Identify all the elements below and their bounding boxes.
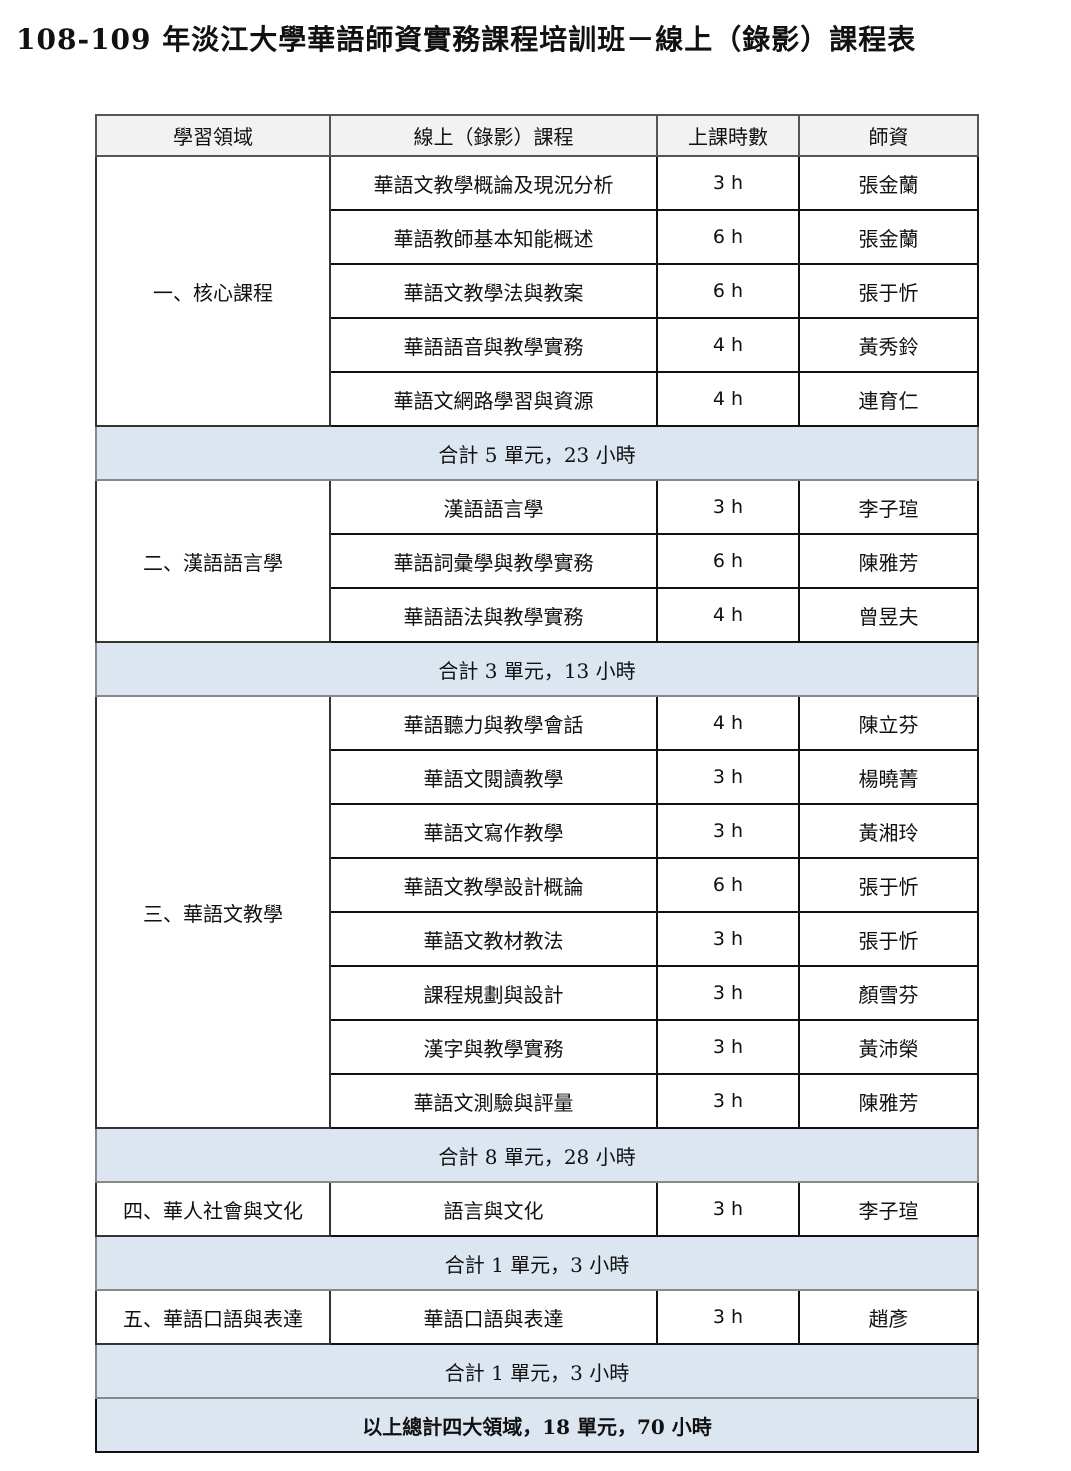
course-cell: 華語語法與教學實務	[329, 587, 658, 643]
teacher-cell: 李子瑄	[798, 1181, 979, 1237]
hours-cell: 4 h	[656, 371, 800, 427]
table-row: 華語詞彙學與教學實務 6 h 陳雅芳	[96, 533, 979, 589]
table-row: 華語語音與教學實務 4 h 黃秀鈴	[96, 317, 979, 373]
teacher-cell: 趙彥	[798, 1289, 979, 1345]
table-row: 華語文閱讀教學 3 h 楊曉菁	[96, 749, 979, 805]
course-cell: 華語聽力與教學會話	[329, 695, 658, 751]
hours-cell: 6 h	[656, 209, 800, 265]
header-teacher: 師資	[798, 114, 979, 157]
teacher-cell: 連育仁	[798, 371, 979, 427]
course-cell: 漢語語言學	[329, 479, 658, 535]
hours-cell: 3 h	[656, 1073, 800, 1129]
domain-cell: 五、華語口語與表達	[95, 1289, 331, 1345]
teacher-cell: 陳立芬	[798, 695, 979, 751]
domain-cell: 三、華語文教學	[95, 695, 331, 1129]
header-course: 線上（錄影）課程	[329, 114, 658, 157]
table-row: 華語文教學設計概論 6 h 張于忻	[96, 857, 979, 913]
table-row: 華語文教材教法 3 h 張于忻	[96, 911, 979, 967]
hours-cell: 6 h	[656, 263, 800, 319]
hours-cell: 4 h	[656, 317, 800, 373]
teacher-cell: 張于忻	[798, 263, 979, 319]
hours-cell: 3 h	[656, 1289, 800, 1345]
hours-cell: 3 h	[656, 479, 800, 535]
summary-row: 合計 8 單元，28 小時	[95, 1127, 979, 1183]
header-domain: 學習領域	[95, 114, 331, 157]
course-cell: 語言與文化	[329, 1181, 658, 1237]
hours-cell: 3 h	[656, 911, 800, 967]
summary-cell: 合計 8 單元，28 小時	[95, 1127, 979, 1183]
grand-total-cell: 以上總計四大領域，18 單元，70 小時	[95, 1397, 979, 1453]
domain-cell: 四、華人社會與文化	[95, 1181, 331, 1237]
course-cell: 漢字與教學實務	[329, 1019, 658, 1075]
hours-cell: 3 h	[656, 965, 800, 1021]
table-row: 課程規劃與設計 3 h 顏雪芬	[96, 965, 979, 1021]
table-row: 四、華人社會與文化 語言與文化 3 h 李子瑄	[95, 1181, 979, 1237]
teacher-cell: 曾昱夫	[798, 587, 979, 643]
teacher-cell: 張金蘭	[798, 155, 979, 211]
course-cell: 華語文寫作教學	[329, 803, 658, 859]
page-title: 108-109 年淡江大學華語師資實務課程培訓班－線上（錄影）課程表	[16, 23, 917, 56]
course-cell: 華語教師基本知能概述	[329, 209, 658, 265]
table-header-row: 學習領域 線上（錄影）課程 上課時數 師資	[95, 114, 979, 157]
summary-cell: 合計 1 單元，3 小時	[95, 1235, 979, 1291]
teacher-cell: 張于忻	[798, 911, 979, 967]
course-table: 學習領域 線上（錄影）課程 上課時數 師資 一、核心課程 華語文教學概論及現況分析…	[95, 114, 979, 1453]
course-cell: 華語口語與表達	[329, 1289, 658, 1345]
summary-row: 合計 3 單元，13 小時	[95, 641, 979, 697]
table-row: 華語語法與教學實務 4 h 曾昱夫	[96, 587, 979, 643]
hours-cell: 4 h	[656, 587, 800, 643]
teacher-cell: 黃湘玲	[798, 803, 979, 859]
header-hours: 上課時數	[656, 114, 800, 157]
course-cell: 華語文測驗與評量	[329, 1073, 658, 1129]
table-row: 華語文測驗與評量 3 h 陳雅芳	[96, 1073, 979, 1129]
teacher-cell: 陳雅芳	[798, 1073, 979, 1129]
hours-cell: 3 h	[656, 803, 800, 859]
domain-cell: 一、核心課程	[95, 155, 331, 427]
hours-cell: 3 h	[656, 749, 800, 805]
table-row: 漢字與教學實務 3 h 黃沛榮	[96, 1019, 979, 1075]
teacher-cell: 張金蘭	[798, 209, 979, 265]
hours-cell: 6 h	[656, 533, 800, 589]
teacher-cell: 黃沛榮	[798, 1019, 979, 1075]
summary-row: 合計 1 單元，3 小時	[95, 1235, 979, 1291]
table-row: 華語教師基本知能概述 6 h 張金蘭	[96, 209, 979, 265]
course-cell: 課程規劃與設計	[329, 965, 658, 1021]
course-cell: 華語文教材教法	[329, 911, 658, 967]
teacher-cell: 顏雪芬	[798, 965, 979, 1021]
domain-cell: 二、漢語語言學	[95, 479, 331, 643]
course-cell: 華語詞彙學與教學實務	[329, 533, 658, 589]
hours-cell: 3 h	[656, 1181, 800, 1237]
course-cell: 華語文教學法與教案	[329, 263, 658, 319]
table-row: 五、華語口語與表達 華語口語與表達 3 h 趙彥	[95, 1289, 979, 1345]
course-cell: 華語文網路學習與資源	[329, 371, 658, 427]
course-cell: 華語文教學概論及現況分析	[329, 155, 658, 211]
hours-cell: 3 h	[656, 155, 800, 211]
course-cell: 華語語音與教學實務	[329, 317, 658, 373]
course-cell: 華語文教學設計概論	[329, 857, 658, 913]
table-row: 華語文網路學習與資源 4 h 連育仁	[96, 371, 979, 427]
summary-cell: 合計 5 單元，23 小時	[95, 425, 979, 481]
teacher-cell: 黃秀鈴	[798, 317, 979, 373]
teacher-cell: 陳雅芳	[798, 533, 979, 589]
table-row: 三、華語文教學 華語聽力與教學會話 4 h 陳立芬	[95, 695, 979, 1129]
summary-cell: 合計 3 單元，13 小時	[95, 641, 979, 697]
hours-cell: 6 h	[656, 857, 800, 913]
table-row: 華語文教學法與教案 6 h 張于忻	[96, 263, 979, 319]
course-cell: 華語文閱讀教學	[329, 749, 658, 805]
table-row: 華語文寫作教學 3 h 黃湘玲	[96, 803, 979, 859]
grand-total-row: 以上總計四大領域，18 單元，70 小時	[95, 1397, 979, 1453]
table-row: 二、漢語語言學 漢語語言學 3 h 李子瑄	[95, 479, 979, 643]
summary-cell: 合計 1 單元，3 小時	[95, 1343, 979, 1399]
hours-cell: 4 h	[656, 695, 800, 751]
teacher-cell: 楊曉菁	[798, 749, 979, 805]
teacher-cell: 張于忻	[798, 857, 979, 913]
teacher-cell: 李子瑄	[798, 479, 979, 535]
hours-cell: 3 h	[656, 1019, 800, 1075]
summary-row: 合計 1 單元，3 小時	[95, 1343, 979, 1399]
summary-row: 合計 5 單元，23 小時	[95, 425, 979, 481]
table-row: 一、核心課程 華語文教學概論及現況分析 3 h 張金蘭	[95, 155, 979, 427]
